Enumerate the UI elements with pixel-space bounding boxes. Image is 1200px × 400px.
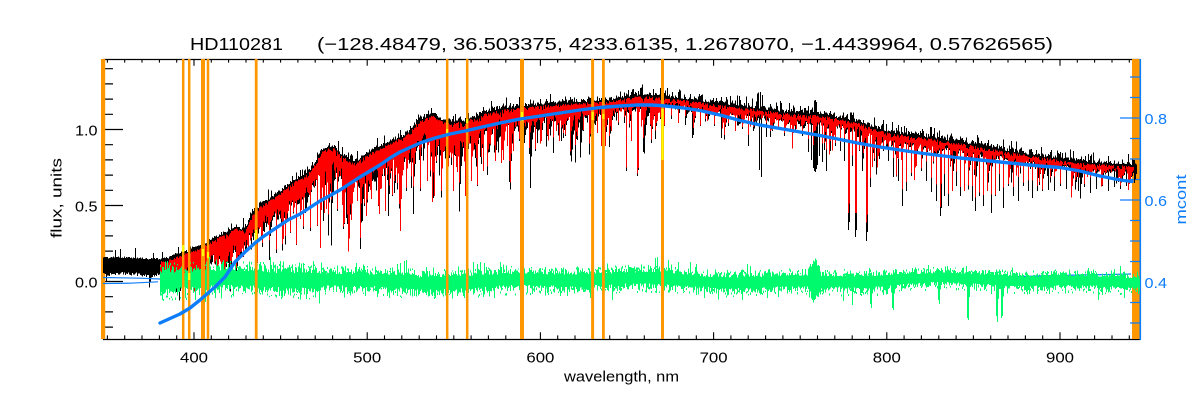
- svg-text:500: 500: [353, 350, 381, 367]
- svg-text:600: 600: [526, 350, 554, 367]
- svg-text:1.0: 1.0: [75, 123, 98, 140]
- svg-text:700: 700: [700, 350, 728, 367]
- svg-text:0.6: 0.6: [1145, 193, 1168, 210]
- svg-text:HD110281: HD110281: [190, 34, 283, 54]
- svg-text:flux, units: flux, units: [49, 158, 66, 238]
- svg-text:900: 900: [1046, 350, 1074, 367]
- svg-text:800: 800: [873, 350, 901, 367]
- svg-text:400: 400: [180, 350, 208, 367]
- svg-text:0.5: 0.5: [75, 199, 98, 216]
- svg-text:(−128.48479, 36.503375, 4233.6: (−128.48479, 36.503375, 4233.6135, 1.267…: [317, 34, 1053, 54]
- svg-text:0.4: 0.4: [1145, 275, 1168, 292]
- svg-text:0.8: 0.8: [1145, 111, 1168, 128]
- svg-text:0.0: 0.0: [75, 275, 98, 292]
- svg-text:mcont: mcont: [1173, 173, 1190, 224]
- svg-text:wavelength, nm: wavelength, nm: [563, 369, 679, 386]
